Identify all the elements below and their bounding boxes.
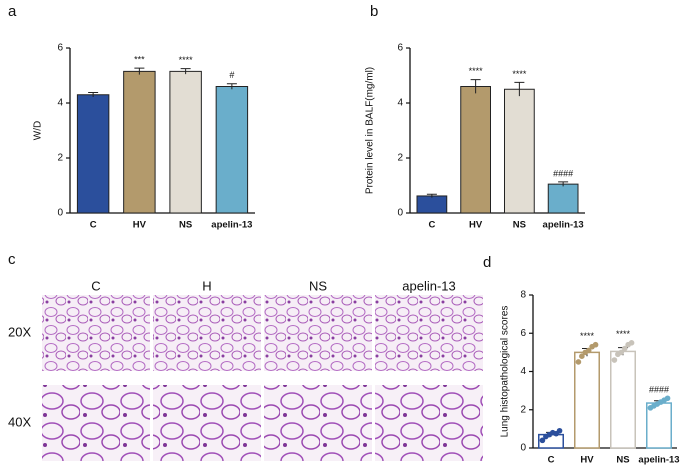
significance-label: #### [649,385,669,395]
x-tick-label: apelin-13 [638,455,679,466]
x-tick-label: NS [616,455,629,466]
x-tick-label: apelin-13 [543,220,584,231]
histology-image [264,295,372,371]
error-bar [426,193,437,198]
y-tick-label: 6 [520,328,526,339]
significance-label: # [229,70,234,80]
column-label: apelin-13 [402,278,456,293]
y-tick-label: 4 [397,98,403,109]
panel-label: b [370,3,378,20]
data-point [664,395,671,402]
data-point [539,437,546,444]
significance-label: *** [134,54,145,64]
y-tick-label: 8 [520,290,526,301]
data-point [628,340,635,346]
bar [416,195,448,214]
x-tick-label: HV [580,455,594,466]
significance-label: #### [553,168,573,178]
error-bar [134,67,145,75]
significance-label: **** [469,66,484,76]
x-tick-label: HV [133,220,147,231]
data-point [556,427,563,434]
bar [574,351,600,449]
data-point [611,357,618,363]
y-tick-label: 4 [57,98,63,109]
panel-label: d [483,254,491,271]
y-tick-label: 2 [520,404,526,415]
y-tick-label: 0 [520,443,526,454]
column-label: NS [309,278,327,293]
y-axis-label: Lung histopathological scores [500,306,511,438]
error-bar [470,79,481,94]
significance-label: **** [179,55,194,65]
data-point [585,347,592,354]
data-point [575,359,582,365]
histology-image [153,385,261,461]
histology-image [153,295,261,371]
y-axis-label: Protein level in BALF(mg/ml) [365,67,376,194]
histology-image [375,385,483,461]
y-tick-label: 2 [397,153,403,164]
y-tick-label: 6 [57,43,63,54]
y-tick-label: 0 [397,208,403,219]
data-point [618,349,625,356]
data-point [621,345,628,352]
x-tick-label: HV [469,220,483,231]
column-label: C [91,278,100,293]
significance-label: **** [512,69,527,79]
y-tick-label: 0 [57,208,63,219]
x-tick-label: NS [513,220,526,231]
error-bar [180,68,191,75]
y-tick-label: 4 [520,366,526,377]
bar [169,70,202,214]
histology-image [375,295,483,371]
histology-image [42,295,150,371]
column-label: H [202,278,211,293]
x-tick-label: C [548,455,555,466]
data-point [592,341,599,348]
x-tick-label: NS [179,220,192,231]
x-tick-label: C [90,220,97,231]
data-point [579,353,585,360]
x-tick-label: apelin-13 [211,220,252,231]
y-tick-label: 2 [57,153,63,164]
bar [460,86,491,214]
bar [610,350,636,449]
bar [76,94,110,214]
histology-image [42,385,150,461]
error-bar [514,81,525,97]
x-tick-label: C [428,220,435,231]
bar [215,86,249,214]
histology-image [264,385,372,461]
error-bar [226,83,237,90]
significance-label: **** [580,331,595,341]
error-bar [558,181,569,187]
bar [123,70,156,214]
row-label: 40X [8,414,31,429]
significance-label: **** [616,329,631,339]
row-label: 20X [8,324,31,339]
bar [504,88,535,214]
panel-label: c [8,251,16,268]
y-tick-label: 6 [397,43,403,54]
error-bar [88,92,99,97]
panel-label: a [8,3,17,20]
y-axis-label: W/D [33,121,44,140]
bar [547,183,579,214]
